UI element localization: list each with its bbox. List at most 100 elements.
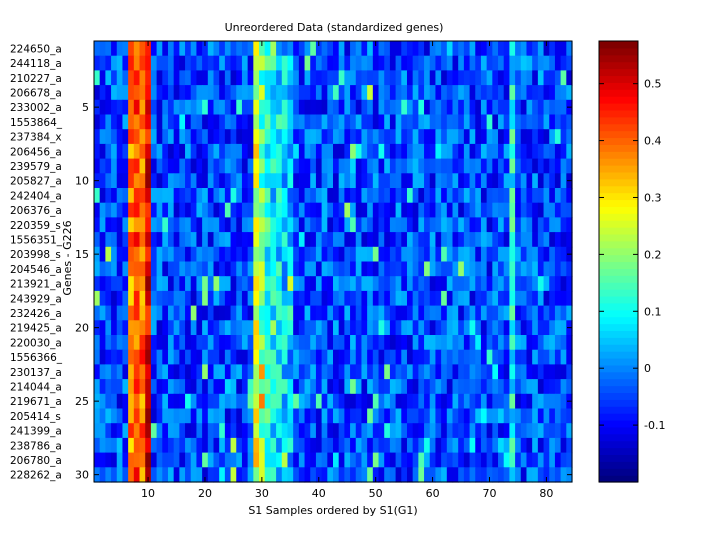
heatmap-cell [355,232,363,248]
heatmap-cell [515,114,522,130]
heatmap-cell [219,305,226,321]
heatmap-cell [241,452,249,468]
heatmap-cell [406,261,414,277]
heatmap-cell [139,467,146,483]
colorbar-segment [599,419,638,428]
heatmap-cell [463,393,471,410]
heatmap-cell [492,41,499,57]
heatmap-cell [167,423,175,439]
heatmap-cell [276,467,283,483]
x-tick-label: 30 [255,487,269,500]
heatmap-cell [520,261,528,277]
heatmap-cell [99,290,106,307]
heatmap-cell [418,276,425,292]
heatmap-cell [287,85,294,101]
heatmap-cell [441,85,448,101]
heatmap-cell [139,232,146,248]
heatmap-cell [475,320,482,336]
heatmap-cell [395,173,402,189]
heatmap-cell [145,173,152,189]
heatmap-cell [395,55,402,71]
heatmap-cell [133,188,141,204]
heatmap-cell [566,437,573,454]
heatmap-cell [298,41,306,57]
heatmap-cell [253,276,260,292]
heatmap-cell [185,114,192,130]
heatmap-cell [99,423,106,439]
heatmap-cell [532,305,539,321]
heatmap-cell [526,393,533,410]
colorbar-segment [599,254,638,263]
heatmap-cell [133,114,141,130]
heatmap-cell [429,437,437,454]
heatmap-cell [543,335,550,351]
heatmap-cell [350,143,357,160]
heatmap-cell [361,364,368,380]
heatmap-cell [401,320,408,336]
heatmap-cell [412,349,419,365]
heatmap-cell [236,41,243,57]
heatmap-cell [190,114,198,130]
heatmap-cell [276,364,283,380]
heatmap-cell [446,202,454,218]
heatmap-cell [361,379,368,395]
heatmap-cell [207,114,215,130]
heatmap-cell [315,423,323,439]
heatmap-cell [293,290,300,307]
heatmap-cell [133,393,141,410]
heatmap-cell [549,437,556,454]
heatmap-cell [224,423,232,439]
heatmap-cell [247,364,254,380]
heatmap-cell [281,261,289,277]
heatmap-cell [162,188,169,204]
heatmap-cell [509,423,516,439]
heatmap-cell [429,217,437,233]
heatmap-cell [167,129,175,145]
heatmap-cell [367,290,374,307]
heatmap-cell [133,467,141,483]
heatmap-cell [133,320,141,336]
heatmap-cell [321,364,328,380]
heatmap-cell [554,393,562,410]
heatmap-cell [554,320,562,336]
heatmap-cell [492,143,499,160]
heatmap-cell [475,290,482,307]
heatmap-cell [395,129,402,145]
heatmap-cell [230,202,237,218]
heatmap-cell [321,467,328,483]
heatmap-cell [150,217,158,233]
heatmap-cell [435,261,442,277]
heatmap-cell [310,379,317,395]
heatmap-cell [549,70,556,86]
heatmap-cell [350,202,357,218]
heatmap-cell [372,173,380,189]
heatmap-cell [236,202,243,218]
heatmap-cell [156,173,163,189]
heatmap-cell [480,335,488,351]
heatmap-cell [424,467,431,483]
heatmap-cell [412,143,419,160]
heatmap-cell [384,173,391,189]
heatmap-cell [429,173,437,189]
heatmap-cell [486,379,493,395]
heatmap-cell [190,217,198,233]
heatmap-cell [315,173,323,189]
heatmap-cell [207,143,215,160]
heatmap-cell [560,173,567,189]
heatmap-cell [236,246,243,263]
heatmap-cell [230,173,237,189]
heatmap-cell [224,452,232,468]
heatmap-cell [566,379,573,395]
heatmap-cell [424,246,431,263]
heatmap-cell [475,408,482,424]
heatmap-cell [560,129,567,145]
heatmap-cell [293,276,300,292]
heatmap-cell [219,232,226,248]
heatmap-cell [554,276,562,292]
heatmap-cell [333,364,340,380]
heatmap-cell [475,276,482,292]
heatmap-cell [224,276,232,292]
heatmap-cell [367,85,374,101]
heatmap-cell [150,129,158,145]
heatmap-cell [475,55,482,71]
